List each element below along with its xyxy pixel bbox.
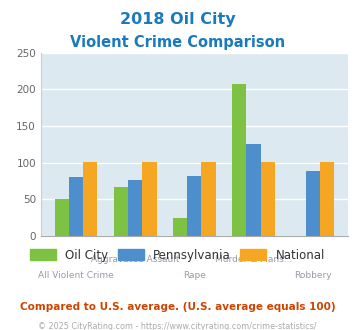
- Legend: Oil City, Pennsylvania, National: Oil City, Pennsylvania, National: [25, 244, 330, 266]
- Text: Compared to U.S. average. (U.S. average equals 100): Compared to U.S. average. (U.S. average …: [20, 302, 335, 312]
- Text: Robbery: Robbery: [294, 271, 332, 280]
- Bar: [261, 162, 275, 236]
- Text: Murder & Mans...: Murder & Mans...: [215, 255, 292, 264]
- Text: © 2025 CityRating.com - https://www.cityrating.com/crime-statistics/: © 2025 CityRating.com - https://www.city…: [38, 322, 317, 330]
- Bar: [55, 199, 69, 236]
- Bar: [142, 162, 157, 236]
- Bar: [173, 218, 187, 236]
- Bar: [232, 84, 246, 236]
- Text: All Violent Crime: All Violent Crime: [38, 271, 114, 280]
- Text: Rape: Rape: [183, 271, 206, 280]
- Bar: [128, 180, 142, 236]
- Text: Aggravated Assault: Aggravated Assault: [91, 255, 180, 264]
- Bar: [187, 176, 201, 236]
- Bar: [69, 177, 83, 236]
- Text: Violent Crime Comparison: Violent Crime Comparison: [70, 35, 285, 50]
- Text: 2018 Oil City: 2018 Oil City: [120, 12, 235, 26]
- Bar: [306, 172, 320, 236]
- Bar: [201, 162, 215, 236]
- Bar: [320, 162, 334, 236]
- Bar: [83, 162, 97, 236]
- Bar: [246, 145, 261, 236]
- Bar: [114, 187, 128, 236]
